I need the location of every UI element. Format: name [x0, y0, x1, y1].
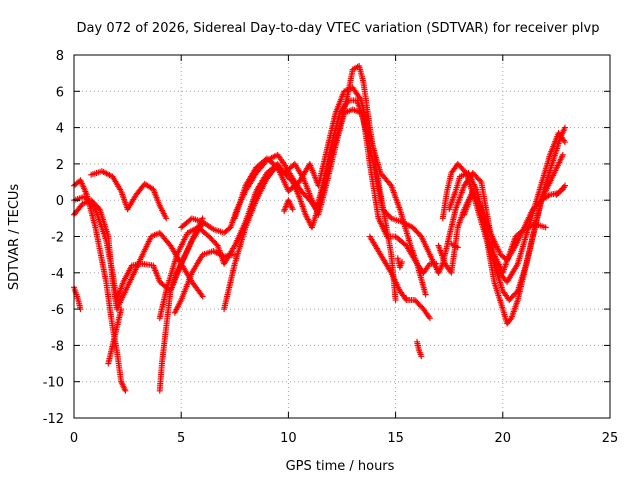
series-track-23	[448, 240, 461, 251]
x-tick-label: 15	[387, 431, 404, 446]
data-point	[118, 306, 125, 313]
y-axis-label: SDTVAR / TECUs	[7, 184, 22, 291]
series-track-4	[88, 168, 170, 222]
data-point	[561, 139, 568, 146]
data-point	[561, 182, 568, 189]
data-point	[477, 177, 484, 184]
data-point	[542, 224, 549, 231]
x-tick-label: 10	[280, 431, 297, 446]
series-track-11	[221, 106, 442, 313]
series-track-1	[71, 177, 129, 394]
series-track-17	[414, 338, 425, 360]
series-track-13	[281, 197, 296, 215]
data-point	[122, 387, 129, 394]
x-axis-label: GPS time / hours	[286, 459, 395, 474]
series-track-6	[105, 306, 125, 367]
y-tick-label: -10	[43, 376, 64, 391]
data-point	[199, 293, 206, 300]
series-track-16	[403, 295, 410, 302]
data-point	[357, 95, 364, 102]
series-track-9	[171, 248, 238, 316]
series-track-22	[439, 130, 568, 285]
chart-title: Day 072 of 2026, Sidereal Day-to-day VTE…	[77, 21, 600, 36]
data-point	[387, 214, 394, 221]
data-point	[507, 316, 514, 323]
data-point	[545, 192, 552, 199]
y-tick-label: 8	[56, 49, 64, 64]
x-tick-label: 25	[602, 431, 619, 446]
data-point	[387, 181, 394, 188]
y-tick-label: -4	[51, 267, 64, 282]
series-track-12	[231, 84, 440, 276]
x-tick-label: 0	[70, 431, 78, 446]
x-tick-label: 20	[495, 431, 512, 446]
data-point	[422, 291, 429, 298]
data-point	[418, 353, 425, 360]
y-tick-label: -6	[51, 303, 64, 318]
series-track-15	[394, 255, 406, 271]
data-point	[454, 244, 461, 251]
data-point	[426, 315, 433, 322]
y-tick-label: -8	[51, 339, 64, 354]
y-tick-label: 4	[56, 122, 64, 137]
data-point	[91, 204, 98, 211]
series-track-3	[71, 284, 84, 313]
data-point	[344, 98, 351, 105]
data-point	[289, 206, 296, 213]
y-tick-label: -2	[51, 231, 64, 246]
x-tick-label: 5	[177, 431, 185, 446]
data-points	[71, 62, 568, 394]
y-tick-label: 6	[56, 85, 64, 100]
data-point	[163, 215, 170, 222]
y-tick-label: 2	[56, 158, 64, 173]
data-point	[399, 258, 406, 265]
data-point	[559, 151, 566, 158]
series-track-24	[553, 182, 568, 198]
data-point	[392, 297, 399, 304]
axis-ticks: 0 5 10 15 20 25 -12 -10 -8 -6 -4 -2 0 2 4 6 8	[43, 49, 619, 446]
data-point	[403, 295, 410, 302]
data-point	[561, 124, 568, 131]
y-tick-label: 0	[56, 194, 64, 209]
y-tick-label: -12	[43, 412, 64, 427]
data-point	[433, 260, 440, 267]
grid	[74, 55, 610, 418]
